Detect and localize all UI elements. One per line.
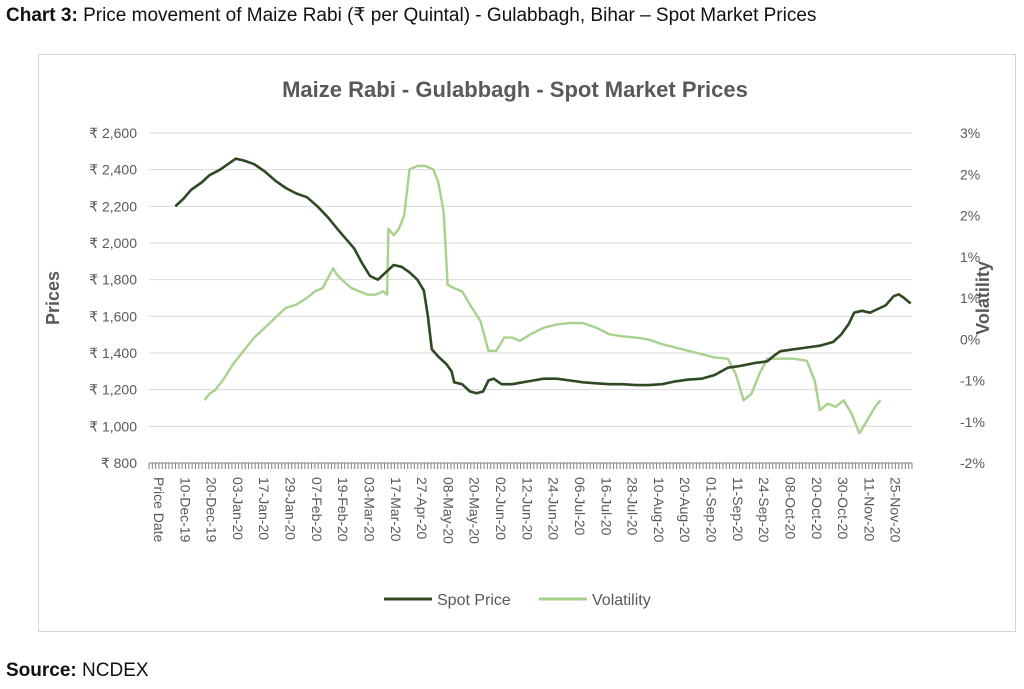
- x-tick-label: 12-Jun-20: [519, 477, 535, 540]
- x-tick-label: 11-Sep-20: [730, 477, 746, 542]
- source-label: Source:: [6, 660, 77, 681]
- y2-axis-label: Volatility: [973, 261, 993, 335]
- x-tick-label: 20-Oct-20: [809, 477, 825, 539]
- y-tick-label: ₹ 1,600: [89, 308, 137, 324]
- legend-label-spot-price: Spot Price: [437, 592, 511, 609]
- x-tick-label: 27-Apr-20: [414, 477, 430, 539]
- x-tick-label: 03-Jan-20: [230, 477, 246, 540]
- y2-tick-label: -1%: [960, 414, 985, 430]
- chart-title: Maize Rabi - Gulabbagh - Spot Market Pri…: [282, 77, 748, 102]
- grid-lines: [149, 132, 912, 427]
- legend-label-volatility: Volatility: [592, 592, 651, 609]
- y-tick-label: ₹ 800: [101, 455, 137, 471]
- y2-tick-label: 1%: [960, 290, 980, 306]
- x-tick-label: 28-Jul-20: [625, 477, 641, 536]
- y2-tick-label: 3%: [960, 125, 980, 141]
- x-tick-label: 17-Mar-20: [388, 477, 404, 542]
- y2-axis-ticks: 3% 2% 2% 1% 1% 0% -1% -1% -2%: [960, 125, 985, 471]
- x-tick-label: 10-Dec-19: [177, 477, 193, 543]
- chart-svg: Maize Rabi - Gulabbagh - Spot Market Pri…: [43, 77, 993, 609]
- y-tick-label: ₹ 1,400: [89, 345, 137, 361]
- y-tick-label: ₹ 2,600: [89, 125, 137, 141]
- caption-text: Price movement of Maize Rabi (₹ per Quin…: [77, 5, 817, 26]
- x-tick-label: 25-Nov-20: [888, 477, 904, 543]
- x-tick-label: 30-Oct-20: [835, 477, 851, 539]
- y-tick-label: ₹ 1,800: [89, 272, 137, 288]
- source-note: Source: NCDEX: [6, 660, 149, 682]
- x-tick-label: 20-Dec-19: [204, 477, 220, 543]
- y-axis-label: Prices: [43, 271, 63, 325]
- y2-tick-label: -2%: [960, 455, 985, 471]
- x-tick-label: Price Date: [151, 477, 167, 543]
- y-axis-ticks: ₹ 2,600 ₹ 2,400 ₹ 2,200 ₹ 2,000 ₹ 1,800 ₹ 1,6…: [89, 125, 137, 471]
- y-tick-label: ₹ 1,200: [89, 382, 137, 398]
- x-tick-label: 02-Jun-20: [493, 477, 509, 540]
- x-tick-label: 24-Jun-20: [546, 477, 562, 540]
- x-tick-label: 07-Feb-20: [309, 477, 325, 542]
- x-tick-label: 11-Nov-20: [861, 477, 877, 542]
- x-tick-label: 29-Jan-20: [283, 477, 299, 540]
- x-tick-label: 10-Aug-20: [651, 477, 667, 543]
- series-line-spot-price: [174, 157, 912, 395]
- y2-tick-label: 0%: [960, 331, 980, 347]
- x-tick-label: 24-Sep-20: [756, 477, 772, 543]
- y2-tick-label: 1%: [960, 249, 980, 265]
- caption-label: Chart 3:: [6, 5, 78, 26]
- y2-tick-label: 2%: [960, 166, 980, 182]
- y-tick-label: ₹ 2,200: [89, 198, 137, 214]
- x-tick-label: 03-Mar-20: [361, 477, 377, 542]
- x-tick-label: 20-May-20: [467, 477, 483, 544]
- y2-tick-label: 2%: [960, 208, 980, 224]
- chart-caption: Chart 3: Price movement of Maize Rabi (₹…: [6, 4, 816, 27]
- x-tick-label: 20-Aug-20: [677, 477, 693, 543]
- y-tick-label: ₹ 2,400: [89, 162, 137, 178]
- x-tick-label: 16-Jul-20: [598, 477, 614, 536]
- x-tick-label: 17-Jan-20: [256, 477, 272, 540]
- x-axis: Price Date 10-Dec-19 20-Dec-19 03-Jan-20 17-…: [148, 462, 913, 544]
- x-tick-label: 01-Sep-20: [704, 477, 720, 543]
- y2-tick-label: -1%: [960, 373, 985, 389]
- chart-container: Maize Rabi - Gulabbagh - Spot Market Pri…: [38, 54, 1016, 632]
- x-tick-label: 08-May-20: [440, 477, 456, 544]
- chart-legend: Spot Price Volatility: [384, 592, 651, 609]
- x-tick-label: 19-Feb-20: [335, 477, 351, 542]
- x-tick-label: 08-Oct-20: [782, 477, 798, 539]
- source-text: NCDEX: [76, 660, 149, 681]
- y-tick-label: ₹ 1,000: [89, 418, 137, 434]
- x-tick-label: 06-Jul-20: [572, 477, 588, 536]
- series-lines: [174, 157, 912, 435]
- y-tick-label: ₹ 2,000: [89, 235, 137, 251]
